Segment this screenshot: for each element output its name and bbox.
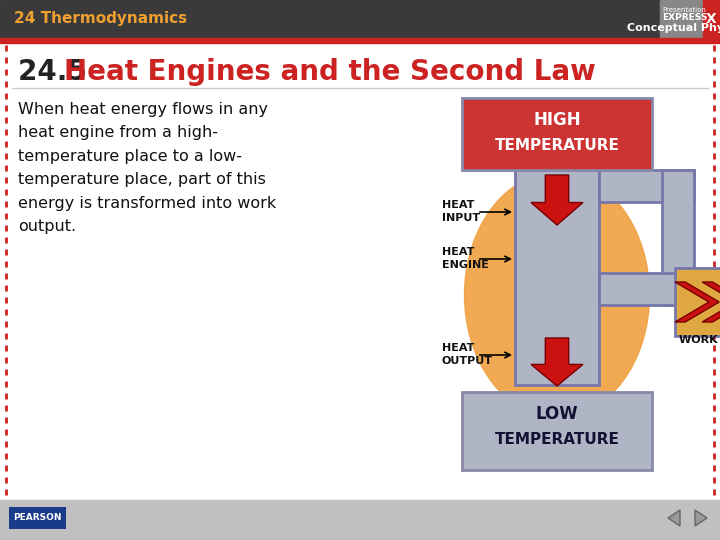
- Bar: [0, 38, 720, 43]
- Polygon shape: [531, 175, 583, 225]
- Text: WORK DONE: WORK DONE: [679, 335, 720, 345]
- Text: Heat Engines and the Second Law: Heat Engines and the Second Law: [64, 58, 595, 86]
- Text: Conceptual Physics: Conceptual Physics: [626, 23, 720, 33]
- FancyBboxPatch shape: [599, 273, 694, 305]
- FancyBboxPatch shape: [599, 170, 694, 202]
- Text: Presentation: Presentation: [662, 7, 706, 13]
- Text: OUTPUT: OUTPUT: [442, 356, 493, 366]
- Text: HEAT: HEAT: [442, 343, 474, 353]
- Text: HEAT: HEAT: [442, 200, 474, 210]
- Text: LOW: LOW: [536, 405, 578, 423]
- Text: HIGH: HIGH: [534, 111, 581, 129]
- Text: When heat energy flows in any
heat engine from a high-
temperature place to a lo: When heat energy flows in any heat engin…: [18, 102, 276, 234]
- FancyBboxPatch shape: [462, 392, 652, 470]
- Text: ENGINE: ENGINE: [442, 260, 489, 270]
- Text: 24 Thermodynamics: 24 Thermodynamics: [14, 11, 187, 26]
- Polygon shape: [531, 338, 583, 386]
- Bar: [715, 0, 720, 38]
- FancyBboxPatch shape: [462, 98, 652, 170]
- Bar: [703, 0, 720, 38]
- Polygon shape: [702, 282, 720, 322]
- Bar: [660, 0, 715, 38]
- Text: PEARSON: PEARSON: [13, 514, 61, 523]
- Text: TEMPERATURE: TEMPERATURE: [495, 138, 619, 153]
- Text: EXPRESS: EXPRESS: [662, 12, 707, 22]
- Polygon shape: [695, 510, 707, 526]
- Bar: [0, 0, 660, 38]
- Ellipse shape: [464, 172, 649, 417]
- Text: X: X: [706, 12, 716, 26]
- Text: HEAT: HEAT: [442, 247, 474, 257]
- Bar: [0, 500, 720, 540]
- Text: INPUT: INPUT: [442, 213, 480, 223]
- FancyBboxPatch shape: [675, 268, 720, 336]
- Polygon shape: [668, 510, 680, 526]
- Polygon shape: [675, 282, 719, 322]
- Text: 24.5: 24.5: [18, 58, 96, 86]
- FancyBboxPatch shape: [9, 507, 66, 529]
- FancyBboxPatch shape: [662, 170, 694, 305]
- Text: TEMPERATURE: TEMPERATURE: [495, 433, 619, 448]
- FancyBboxPatch shape: [515, 170, 599, 385]
